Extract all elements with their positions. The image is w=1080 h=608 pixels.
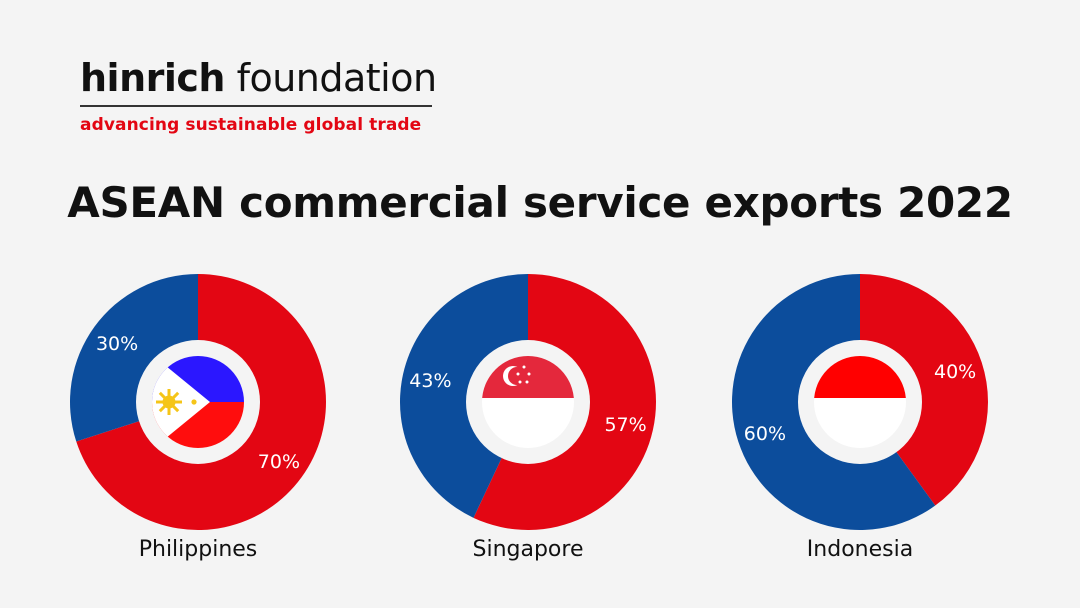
- star-icon: [527, 372, 531, 376]
- donut-chart-philippines: 70% 30% Philippines: [68, 272, 328, 592]
- page-title: ASEAN commercial service exports 2022: [67, 178, 1013, 227]
- brand-divider: [80, 105, 432, 107]
- donut-chart-singapore: 57% 43% Singapore: [398, 272, 658, 592]
- donut-chart-indonesia: 40% 60% Indonesia: [730, 272, 990, 592]
- donut-slice-red: [860, 274, 988, 506]
- donut-svg: 70% 30%: [69, 274, 326, 530]
- brand-logo: hinrich foundation advancing sustainable…: [80, 56, 437, 135]
- brand-name-regular: foundation: [224, 56, 437, 100]
- slice-value-label: 57%: [604, 414, 646, 436]
- chart-label: Singapore: [472, 537, 584, 562]
- donut-svg: 57% 43%: [400, 274, 656, 530]
- star-icon: [525, 380, 529, 384]
- chart-label: Indonesia: [806, 537, 914, 562]
- donut-slice-blue: [400, 274, 528, 518]
- star-icon: [516, 372, 520, 376]
- brand-name-bold: hinrich: [80, 56, 225, 100]
- brand-name: hinrich foundation: [80, 56, 437, 100]
- donut-svg: 40% 60%: [731, 274, 988, 530]
- slice-value-label: 40%: [934, 361, 976, 383]
- slice-value-label: 30%: [96, 333, 138, 355]
- slice-value-label: 60%: [744, 423, 786, 445]
- star-icon: [518, 380, 522, 384]
- star-icon: [191, 399, 197, 405]
- slice-value-label: 43%: [409, 370, 451, 392]
- chart-label: Philippines: [138, 537, 258, 562]
- sun-icon: [156, 389, 182, 415]
- star-icon: [522, 365, 526, 369]
- slice-value-label: 70%: [258, 451, 300, 473]
- brand-tagline: advancing sustainable global trade: [80, 115, 422, 135]
